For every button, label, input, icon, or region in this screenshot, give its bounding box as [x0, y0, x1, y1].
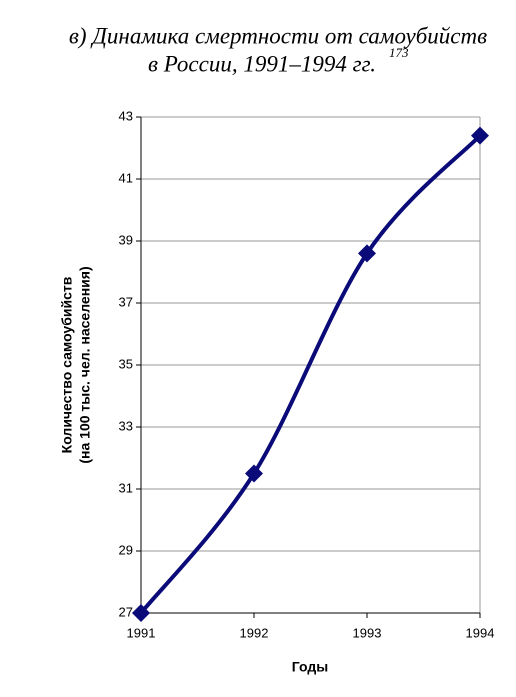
y-tick-label: 41: [119, 170, 133, 185]
data-point: [245, 464, 263, 483]
y-axis-label: Количество самоубийств (на 100 тыс. чел.…: [59, 266, 93, 463]
y-tick-label: 39: [119, 232, 133, 247]
x-tick-label: 1991: [127, 625, 156, 640]
x-axis-label: Годы: [292, 659, 328, 675]
data-point: [471, 126, 489, 145]
x-tick-label: 1993: [353, 625, 382, 640]
data-line: [139, 134, 482, 615]
y-tick-label: 37: [119, 294, 133, 309]
y-axis-label-line: (на 100 тыс. чел. населения): [77, 266, 93, 463]
y-tick-label: 33: [119, 418, 133, 433]
y-tick-label: 29: [119, 542, 133, 557]
y-tick-label: 27: [119, 604, 133, 619]
x-tick-label: 1994: [466, 625, 495, 640]
chart-title: в) Динамика смертности от самоубийств: [69, 23, 487, 48]
y-axis-label-line: Количество самоубийств: [59, 276, 75, 453]
title-footnote: 173: [389, 45, 409, 60]
data-point: [132, 604, 150, 622]
x-tick-label: 1992: [240, 625, 269, 640]
y-tick-label: 35: [119, 356, 133, 371]
data-point: [358, 244, 376, 263]
chart-title: в России, 1991–1994 гг.: [148, 51, 376, 76]
y-tick-label: 31: [119, 480, 133, 495]
y-tick-label: 43: [119, 108, 133, 123]
